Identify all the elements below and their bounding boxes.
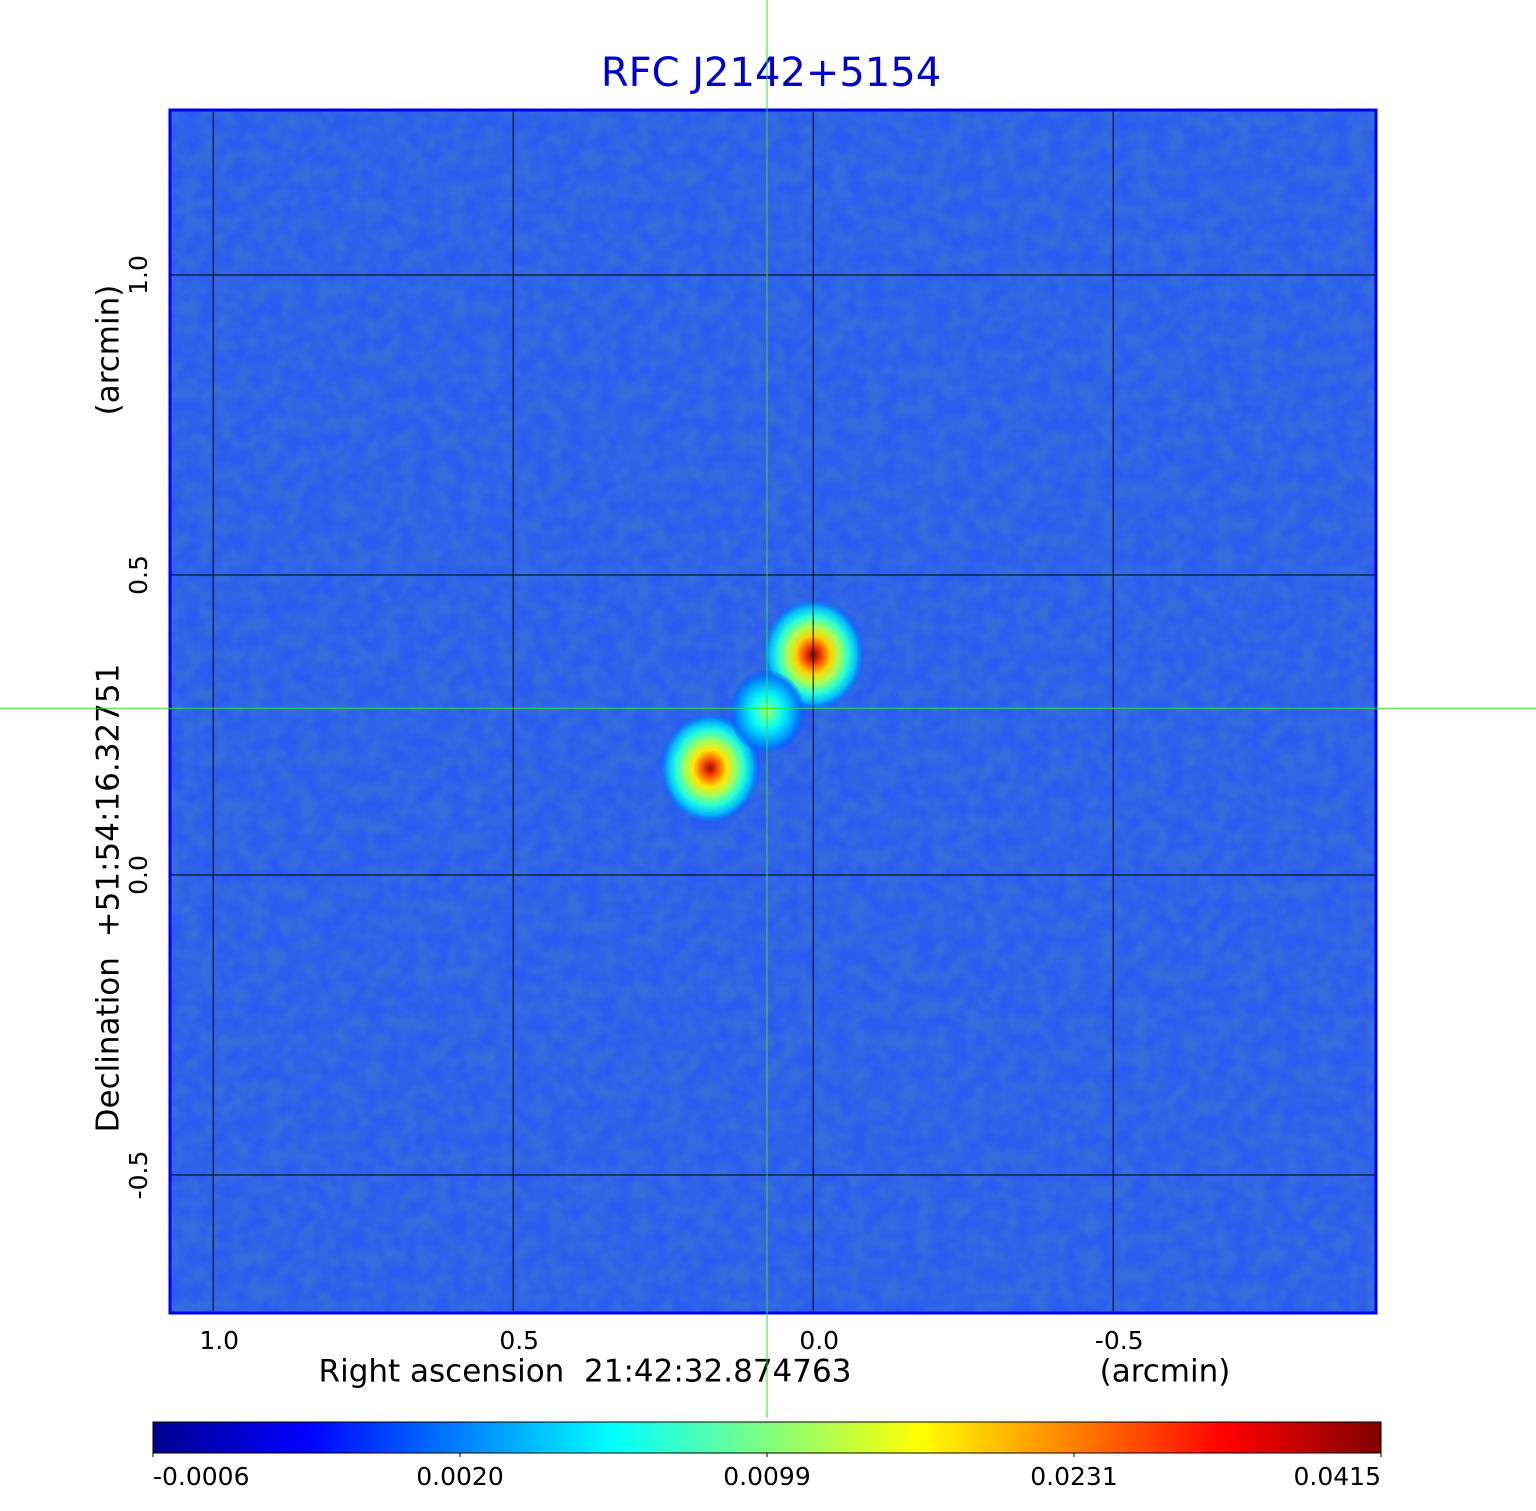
colorbar (152, 1421, 1382, 1454)
x-axis-label: Right ascension 21:42:32.874763 (319, 1354, 852, 1390)
image-area (170, 110, 1376, 1313)
y-tick-label: -0.5 (124, 1151, 153, 1200)
colorbar-tick-label: -0.0006 (153, 1462, 250, 1491)
chart-title: RFC J2142+5154 (601, 50, 941, 96)
x-tick-label: 1.0 (199, 1326, 239, 1355)
y-axis-label: Declination +51:54:16.32751 (91, 664, 127, 1133)
x-axis-unit: (arcmin) (1100, 1354, 1231, 1390)
y-tick-label: 0.5 (124, 555, 153, 595)
x-tick-label: 0.5 (499, 1326, 539, 1355)
y-axis-unit: (arcmin) (91, 285, 127, 416)
colorbar-tick-label: 0.0020 (416, 1462, 503, 1491)
plot-frame (168, 108, 1378, 1315)
x-tick-label: -0.5 (1095, 1326, 1144, 1355)
source (659, 712, 761, 825)
y-tick-label: 1.0 (124, 255, 153, 295)
colorbar-tick-label: 0.0231 (1030, 1462, 1117, 1491)
x-tick-label: 0.0 (799, 1326, 839, 1355)
colorbar-tick-label: 0.0099 (723, 1462, 810, 1491)
y-tick-label: 0.0 (124, 855, 153, 895)
colorbar-tick-label: 0.0415 (1294, 1462, 1381, 1491)
